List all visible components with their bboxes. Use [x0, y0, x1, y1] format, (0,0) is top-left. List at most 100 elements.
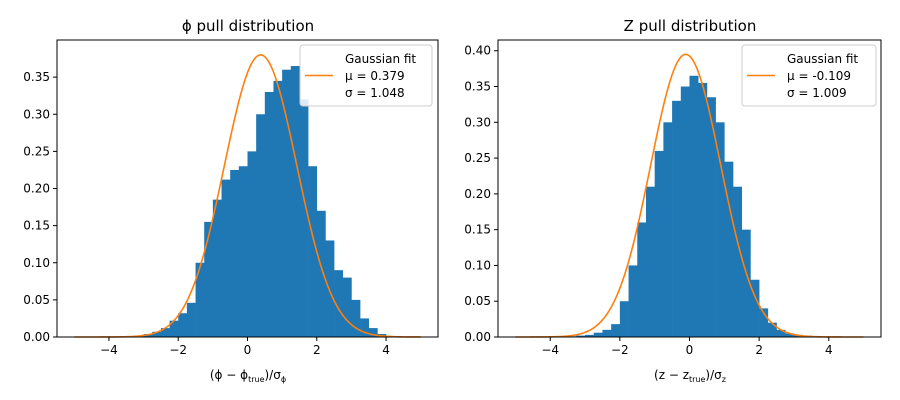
histogram-bar — [247, 151, 257, 338]
x-axis-ticks: −4 −2 0 2 4 — [100, 337, 390, 357]
x-axis-label-subscript-var: z — [722, 375, 726, 384]
gaussian-fit-line — [515, 53, 864, 338]
x-tick-label: 0 — [686, 343, 694, 357]
histogram-bars — [108, 65, 387, 338]
histogram-bar — [238, 166, 248, 337]
histogram-bar — [221, 179, 231, 337]
y-tick-label: 0.10 — [464, 258, 491, 272]
histogram-bar — [576, 335, 586, 337]
histogram-bar — [342, 277, 352, 337]
x-tick-label: 2 — [755, 343, 763, 357]
y-tick-label: 0.15 — [464, 223, 491, 237]
histogram-bar — [628, 265, 638, 337]
histogram-bar — [637, 222, 647, 337]
x-axis-label-subscript-true: true — [689, 375, 705, 384]
y-tick-label: 0.05 — [23, 293, 50, 307]
x-tick-label: −4 — [100, 343, 118, 357]
gaussian-fit-line — [74, 54, 421, 338]
y-tick-label: 0.25 — [23, 144, 50, 158]
histogram-bar — [715, 122, 725, 337]
histogram-bar — [680, 86, 690, 338]
y-tick-label: 0.15 — [23, 219, 50, 233]
histogram-bar — [785, 333, 795, 337]
z-pull-chart: Z pull distribution −4 −2 0 2 4 0.00 0.05 0.10… — [464, 17, 882, 384]
x-axis-label: (ϕ − ϕtrue)/σϕ — [210, 368, 286, 384]
x-axis-ticks: −4 −2 0 2 4 — [541, 337, 833, 357]
histogram-bar — [585, 334, 595, 337]
y-tick-label: 0.35 — [23, 70, 50, 84]
x-tick-label: −2 — [611, 343, 629, 357]
x-tick-label: 4 — [825, 343, 833, 357]
x-axis-label-mid: )/σ — [265, 368, 282, 382]
histogram-bar — [767, 322, 777, 337]
histogram-bar — [273, 80, 283, 337]
histogram-bar — [316, 210, 326, 337]
y-tick-label: 0.05 — [464, 294, 491, 308]
histogram-bar — [152, 331, 162, 337]
y-tick-label: 0.35 — [464, 80, 491, 94]
histogram-bar — [308, 166, 318, 337]
y-tick-label: 0.25 — [464, 151, 491, 165]
y-tick-label: 0.30 — [464, 115, 491, 129]
histogram-bar — [611, 324, 621, 337]
histogram-bar — [645, 186, 655, 337]
histogram-bar — [290, 65, 300, 338]
histogram-bar — [360, 318, 370, 337]
histogram-bar — [724, 161, 734, 337]
histogram-bar — [602, 329, 612, 337]
x-tick-label: 4 — [382, 343, 390, 357]
histogram-bar — [706, 97, 716, 337]
x-axis-label: (z − ztrue)/σz — [654, 368, 726, 384]
histogram-bar — [204, 221, 214, 337]
y-axis-ticks: 0.00 0.05 0.10 0.15 0.20 0.25 0.30 0.35 0.40 — [464, 44, 498, 344]
y-tick-label: 0.00 — [23, 330, 50, 344]
histogram-bar — [186, 302, 196, 337]
legend-sigma: σ = 1.009 — [787, 86, 847, 100]
y-tick-label: 0.40 — [464, 44, 491, 58]
histogram-bar — [299, 99, 309, 338]
legend-box — [299, 44, 433, 107]
histogram-bar — [351, 299, 361, 338]
histogram-bar — [750, 279, 760, 337]
histogram-bar — [733, 186, 743, 337]
y-tick-label: 0.20 — [464, 187, 491, 201]
histogram-bar — [256, 114, 266, 337]
histogram-bars — [550, 75, 830, 338]
histogram-bar — [593, 332, 603, 337]
histogram-bar — [654, 150, 664, 337]
histogram-bar — [619, 301, 629, 337]
x-tick-label: −4 — [541, 343, 559, 357]
phi-pull-chart: ϕ pull distribution −4 −2 0 2 4 0.00 0.05 0.10… — [23, 17, 439, 384]
histogram-bar — [143, 334, 153, 337]
histogram-bar — [776, 329, 786, 337]
histogram-bar — [368, 328, 378, 337]
chart-title: ϕ pull distribution — [182, 17, 314, 35]
histogram-bar — [230, 169, 240, 337]
x-axis-label-mid: )/σ — [705, 368, 722, 382]
x-axis-label-main: (z − z — [654, 368, 689, 382]
y-tick-label: 0.10 — [23, 256, 50, 270]
legend-box — [741, 44, 877, 107]
histogram-bar — [264, 91, 274, 337]
y-tick-label: 0.20 — [23, 182, 50, 196]
histogram-bar — [698, 82, 708, 337]
histogram-bar — [178, 313, 188, 337]
x-axis-label-main: (ϕ − ϕ — [210, 368, 248, 382]
histogram-bar — [169, 320, 179, 337]
x-axis-label-subscript-true: true — [248, 375, 264, 384]
legend-title: Gaussian fit — [345, 52, 416, 66]
legend: Gaussian fit μ = 0.379 σ = 1.048 — [299, 44, 433, 107]
y-tick-label: 0.00 — [464, 330, 491, 344]
histogram-bar — [741, 229, 751, 337]
histogram-bar — [334, 270, 344, 337]
x-tick-label: 2 — [313, 343, 321, 357]
y-axis-ticks: 0.00 0.05 0.10 0.15 0.20 0.25 0.30 0.35 — [23, 70, 57, 344]
histogram-bar — [759, 308, 769, 337]
y-tick-label: 0.30 — [23, 107, 50, 121]
legend-sigma: σ = 1.048 — [345, 86, 405, 100]
histogram-bar — [282, 69, 292, 337]
x-tick-label: 0 — [244, 343, 252, 357]
histogram-bar — [663, 122, 673, 337]
legend-title: Gaussian fit — [787, 52, 858, 66]
